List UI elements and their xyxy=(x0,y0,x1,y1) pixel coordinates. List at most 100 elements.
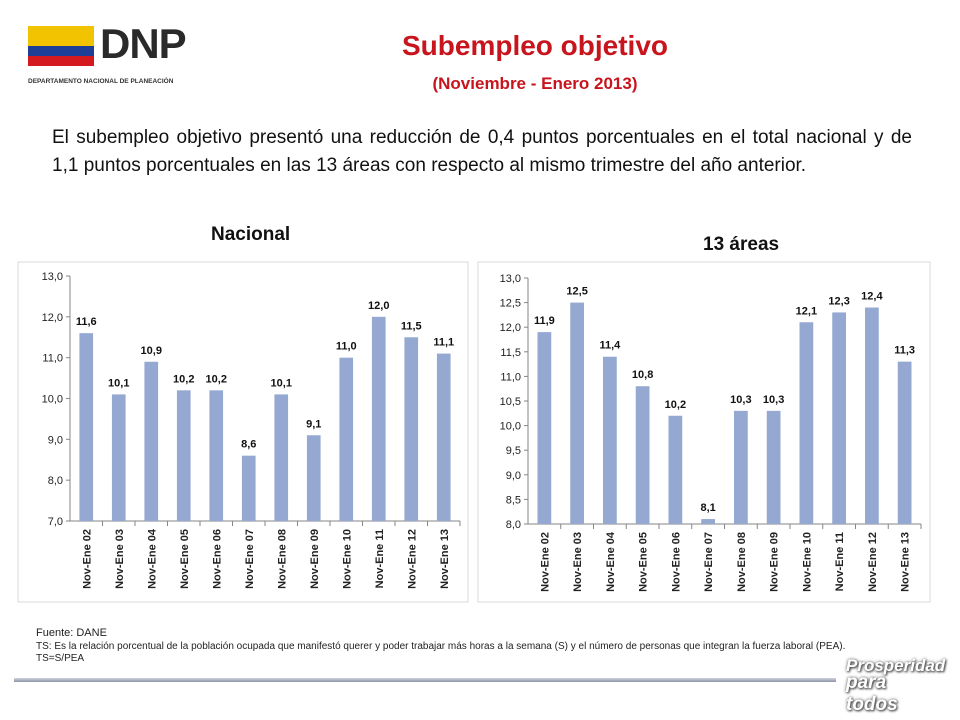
bar-areas xyxy=(602,356,617,524)
y-tick-label-areas: 9,0 xyxy=(506,470,521,482)
page-subtitle: (Noviembre - Enero 2013) xyxy=(432,74,638,93)
y-tick-label-nacional: 8,0 xyxy=(48,475,63,487)
x-tick-label-nacional: Nov-Ene 02 xyxy=(81,529,93,589)
chart-title-nacional: Nacional xyxy=(211,224,291,245)
data-label-areas: 11,3 xyxy=(894,345,915,357)
x-tick-label-nacional: Nov-Ene 10 xyxy=(341,529,353,589)
chart-frame-nacional xyxy=(17,261,469,603)
bar-nacional xyxy=(274,394,289,521)
y-tick-label-areas: 10,0 xyxy=(500,421,521,433)
intro-paragraph: El subempleo objetivo presentó una reduc… xyxy=(52,127,912,176)
data-label-nacional: 11,0 xyxy=(336,341,357,353)
y-tick-label-areas: 11,0 xyxy=(500,371,521,383)
x-tick-label-nacional: Nov-Ene 06 xyxy=(211,529,223,589)
bar-areas xyxy=(799,322,814,524)
data-label-areas: 12,1 xyxy=(796,305,817,317)
bar-areas xyxy=(733,410,748,524)
bar-nacional xyxy=(404,337,419,521)
bar-nacional xyxy=(176,390,191,521)
data-label-nacional: 8,6 xyxy=(241,439,256,451)
y-tick-label-areas: 9,5 xyxy=(506,445,521,457)
y-tick-label-nacional: 7,0 xyxy=(48,516,63,528)
y-tick-label-nacional: 12,0 xyxy=(42,312,63,324)
data-label-areas: 10,3 xyxy=(763,394,784,406)
x-tick-label-areas: Nov-Ene 06 xyxy=(670,532,682,592)
bar-areas xyxy=(897,361,912,524)
x-tick-label-nacional: Nov-Ene 13 xyxy=(439,529,451,589)
bar-nacional xyxy=(241,455,256,521)
chart-title-13-areas: 13 áreas xyxy=(703,234,780,255)
footer-note: TS: Es la relación porcentual de la pobl… xyxy=(36,641,846,664)
data-label-nacional: 10,1 xyxy=(271,377,292,389)
bar-areas xyxy=(832,312,847,524)
x-tick-label-areas: Nov-Ene 09 xyxy=(769,532,781,592)
data-label-areas: 10,8 xyxy=(632,369,653,381)
y-tick-label-areas: 13,0 xyxy=(500,273,521,285)
x-tick-label-nacional: Nov-Ene 07 xyxy=(244,529,256,589)
data-label-nacional: 9,1 xyxy=(306,418,321,430)
footer: Fuente: DANE TS: Es la relación porcentu… xyxy=(36,627,886,665)
dnp-logo: DNP DEPARTAMENTO NACIONAL DE PLANEACIÓN xyxy=(28,20,188,85)
bar-areas xyxy=(570,302,585,524)
data-label-areas: 11,4 xyxy=(599,340,621,352)
data-label-nacional: 10,2 xyxy=(206,373,227,385)
data-label-areas: 12,5 xyxy=(566,286,587,298)
bar-areas xyxy=(635,386,650,524)
data-label-areas: 8,1 xyxy=(700,502,715,514)
x-tick-label-areas: Nov-Ene 10 xyxy=(801,532,813,592)
y-tick-label-areas: 8,0 xyxy=(506,519,521,531)
badge-line1: Prosperidad xyxy=(846,656,946,675)
x-tick-label-areas: Nov-Ene 03 xyxy=(572,532,584,592)
bar-nacional xyxy=(209,390,224,521)
x-tick-label-nacional: Nov-Ene 03 xyxy=(114,529,126,589)
x-tick-label-nacional: Nov-Ene 08 xyxy=(276,529,288,589)
x-tick-label-areas: Nov-Ene 11 xyxy=(834,532,846,591)
data-label-nacional: 11,5 xyxy=(401,320,422,332)
data-label-areas: 12,4 xyxy=(861,291,883,303)
x-tick-label-areas: Nov-Ene 05 xyxy=(638,532,650,592)
bar-nacional xyxy=(371,316,386,521)
y-tick-label-nacional: 11,0 xyxy=(42,353,63,365)
y-tick-label-areas: 11,5 xyxy=(500,347,521,359)
badge-line2: para todos xyxy=(846,672,898,715)
y-tick-label-nacional: 9,0 xyxy=(48,434,63,446)
x-tick-label-areas: Nov-Ene 07 xyxy=(703,532,715,592)
x-tick-label-areas: Nov-Ene 08 xyxy=(736,532,748,592)
bar-nacional xyxy=(111,394,126,521)
bar-nacional xyxy=(144,361,159,521)
data-label-nacional: 11,1 xyxy=(433,337,454,349)
bar-areas xyxy=(537,332,552,524)
data-label-nacional: 11,6 xyxy=(76,316,97,328)
bar-areas xyxy=(864,307,879,524)
data-label-nacional: 12,0 xyxy=(368,300,389,312)
data-label-areas: 10,3 xyxy=(730,394,751,406)
footer-source: Fuente: DANE xyxy=(36,627,107,639)
bar-areas xyxy=(668,415,683,524)
x-tick-label-areas: Nov-Ene 12 xyxy=(867,532,879,592)
y-tick-label-areas: 10,5 xyxy=(500,396,521,408)
prosperidad-badge: Prosperidad para todos xyxy=(846,656,946,715)
x-tick-label-nacional: Nov-Ene 05 xyxy=(179,529,191,589)
x-tick-label-areas: Nov-Ene 13 xyxy=(900,532,912,592)
x-tick-label-nacional: Nov-Ene 09 xyxy=(309,529,321,589)
bar-areas xyxy=(701,519,716,524)
data-label-areas: 10,2 xyxy=(665,399,686,411)
y-tick-label-nacional: 10,0 xyxy=(42,394,63,406)
bar-nacional xyxy=(306,435,321,521)
footer-divider xyxy=(14,678,836,682)
data-label-nacional: 10,2 xyxy=(173,373,194,385)
x-tick-label-nacional: Nov-Ene 04 xyxy=(146,528,158,589)
page-title: Subempleo objetivo xyxy=(401,30,669,61)
data-label-areas: 12,3 xyxy=(828,295,849,307)
bar-nacional xyxy=(436,353,451,521)
data-label-nacional: 10,9 xyxy=(141,345,162,357)
logo-subtitle: DEPARTAMENTO NACIONAL DE PLANEACIÓN xyxy=(28,78,174,85)
colombia-flag-icon xyxy=(28,26,94,66)
y-tick-label-areas: 8,5 xyxy=(506,494,521,506)
chart-frame-areas xyxy=(477,261,931,603)
bar-areas xyxy=(766,410,781,524)
data-label-nacional: 10,1 xyxy=(108,377,129,389)
x-tick-label-nacional: Nov-Ene 12 xyxy=(406,529,418,589)
bar-nacional xyxy=(339,357,354,521)
